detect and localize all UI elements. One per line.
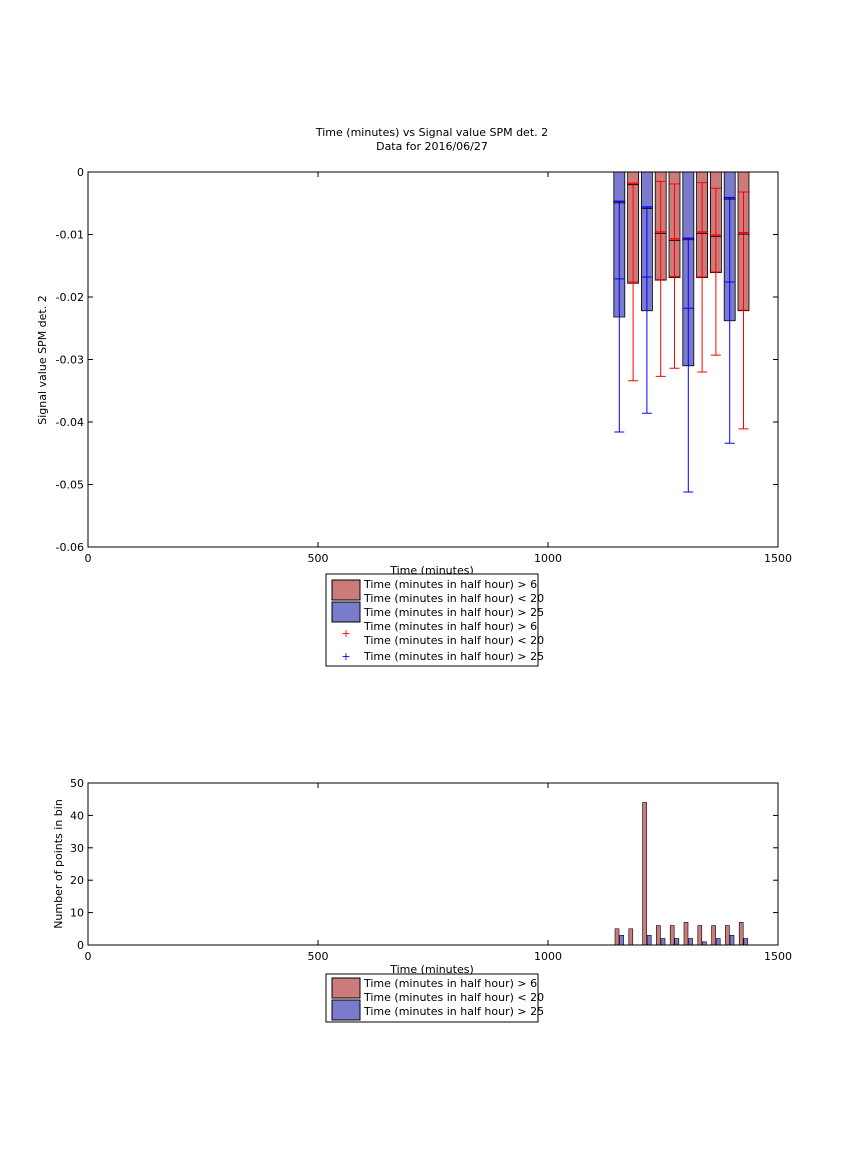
legend-box	[325, 573, 539, 667]
x-tick-label: 1500	[764, 950, 792, 963]
count-bar	[743, 938, 749, 946]
count-bar	[688, 938, 693, 946]
legend-swatch-red	[331, 579, 361, 601]
legend-label-blue-marker: Time (minutes in half hour) > 25	[363, 650, 544, 663]
x-tick-label: 500	[308, 950, 329, 963]
count-bar	[674, 938, 680, 946]
y-tick-label: -0.06	[56, 541, 84, 554]
x-tick-label: 1000	[534, 552, 562, 565]
y-tick-label: 40	[70, 809, 84, 822]
count-bar	[660, 938, 666, 946]
count-bar	[738, 922, 744, 946]
legend-label-red-marker-line2: Time (minutes in half hour) < 20	[363, 634, 544, 647]
axes-frame	[87, 782, 779, 946]
legend-plus-red: +	[341, 627, 350, 640]
count-bar	[711, 925, 716, 946]
legend-swatch-blue-bottom	[331, 999, 361, 1021]
count-bar	[614, 928, 620, 946]
chart-subtitle: Data for 2016/06/27	[376, 140, 488, 153]
count-bar	[683, 922, 689, 946]
legend-label-blue-bottom: Time (minutes in half hour) > 25	[363, 1005, 544, 1018]
y-tick-label: 0	[77, 939, 84, 952]
count-legend: Time (minutes in half hour) > 6 Time (mi…	[325, 973, 544, 1023]
x-tick-label: 500	[308, 552, 329, 565]
y-tick-label: 0	[77, 166, 84, 179]
legend-swatch-red-bottom	[331, 977, 361, 999]
count-bar	[656, 925, 661, 946]
signal-legend: Time (minutes in half hour) > 6 Time (mi…	[325, 573, 544, 667]
y-axis-label-bottom: Number of points in bin	[52, 799, 65, 929]
legend-label-red-bottom-line2: Time (minutes in half hour) < 20	[363, 991, 544, 1004]
legend-label-red-marker-line1: Time (minutes in half hour) > 6	[363, 620, 537, 633]
count-bar	[697, 925, 703, 946]
count-bar	[628, 928, 634, 946]
x-tick-label: 0	[85, 552, 92, 565]
legend-swatch-blue	[331, 601, 361, 623]
y-tick-label: -0.01	[56, 229, 84, 242]
count-bar	[642, 802, 647, 946]
legend-label-blue: Time (minutes in half hour) > 25	[363, 606, 544, 619]
y-tick-label: 10	[70, 907, 84, 920]
chart-title: Time (minutes) vs Signal value SPM det. …	[315, 126, 548, 139]
count-bar	[729, 934, 735, 946]
y-axis-label: Signal value SPM det. 2	[36, 295, 49, 425]
count-bar	[669, 925, 675, 946]
y-tick-label: 50	[70, 777, 84, 790]
legend-plus-blue: +	[341, 650, 350, 663]
legend-label-red-bottom-line1: Time (minutes in half hour) > 6	[363, 977, 537, 990]
count-bar	[725, 925, 730, 946]
signal-plot-area: 0 500 1000 1500 0 -0.01 -0.02 -0.03 -0.04 -0.05 -0…	[56, 166, 792, 565]
count-bar	[619, 934, 624, 946]
y-tick-label: 20	[70, 874, 84, 887]
legend-label-red-line1: Time (minutes in half hour) > 6	[363, 578, 537, 591]
count-bar	[646, 934, 652, 946]
x-axis-label-bottom: Time (minutes)	[389, 963, 474, 976]
y-tick-label: 30	[70, 842, 84, 855]
legend-box-bottom	[325, 973, 539, 1023]
x-tick-label: 1000	[534, 950, 562, 963]
legend-label-red-line2: Time (minutes in half hour) < 20	[363, 592, 544, 605]
count-bar	[715, 938, 721, 946]
x-tick-label: 1500	[764, 552, 792, 565]
y-tick-label: -0.02	[56, 291, 84, 304]
x-tick-label: 0	[85, 950, 92, 963]
count-chart: 0 500 1000 1500 0 10 20 30 40 50 Time (minutes) N…	[52, 777, 792, 1023]
y-tick-label: -0.05	[56, 479, 84, 492]
signal-chart: Time (minutes) vs Signal value SPM det. …	[36, 126, 792, 667]
y-tick-label: -0.03	[56, 354, 84, 367]
count-plot-area: 0 500 1000 1500 0 10 20 30 40 50	[70, 777, 792, 963]
y-tick-label: -0.04	[56, 416, 84, 429]
